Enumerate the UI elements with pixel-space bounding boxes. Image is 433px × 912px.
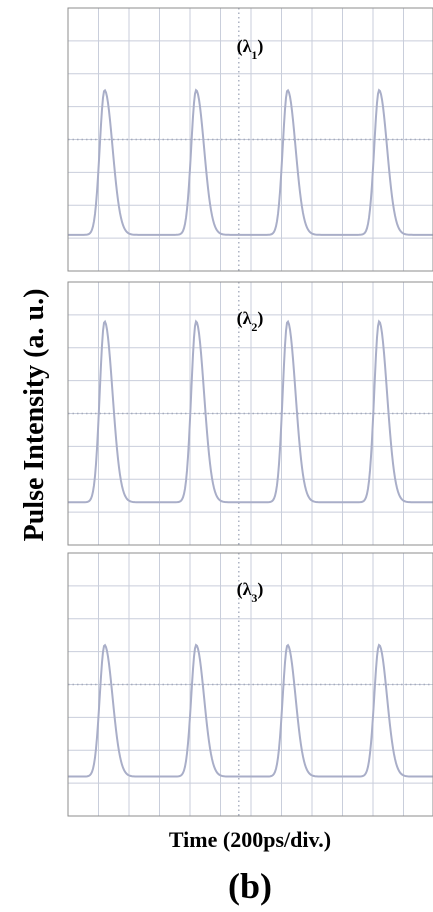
pulse-trace-line xyxy=(68,319,433,504)
panel-3-trace-layer xyxy=(68,643,433,778)
panel-1-frame xyxy=(67,7,433,272)
panel-lambda-2: (λ2) xyxy=(67,281,433,546)
x-axis-label: Time (200ps/div.) xyxy=(169,827,331,852)
panel-2-frame xyxy=(67,281,433,546)
panel-label: (b) xyxy=(228,866,272,906)
panel-1-grid xyxy=(68,8,433,271)
panel-1-trace-layer xyxy=(68,88,433,236)
panel-lambda-3: (λ3) xyxy=(67,552,433,817)
panel-2-trace-layer xyxy=(68,319,433,504)
pulse-trace-line xyxy=(68,88,433,236)
panel-2-title: (λ2) xyxy=(237,308,264,334)
y-axis-label: Pulse Intensity (a. u.) xyxy=(19,289,50,542)
panel-1-title: (λ1) xyxy=(237,36,264,62)
pulse-trace-line xyxy=(68,643,433,778)
panel-3-title: (λ3) xyxy=(237,579,264,605)
panel-3-frame xyxy=(67,552,433,817)
panel-lambda-1: (λ1) xyxy=(67,7,433,272)
panel-3-grid xyxy=(68,553,433,816)
